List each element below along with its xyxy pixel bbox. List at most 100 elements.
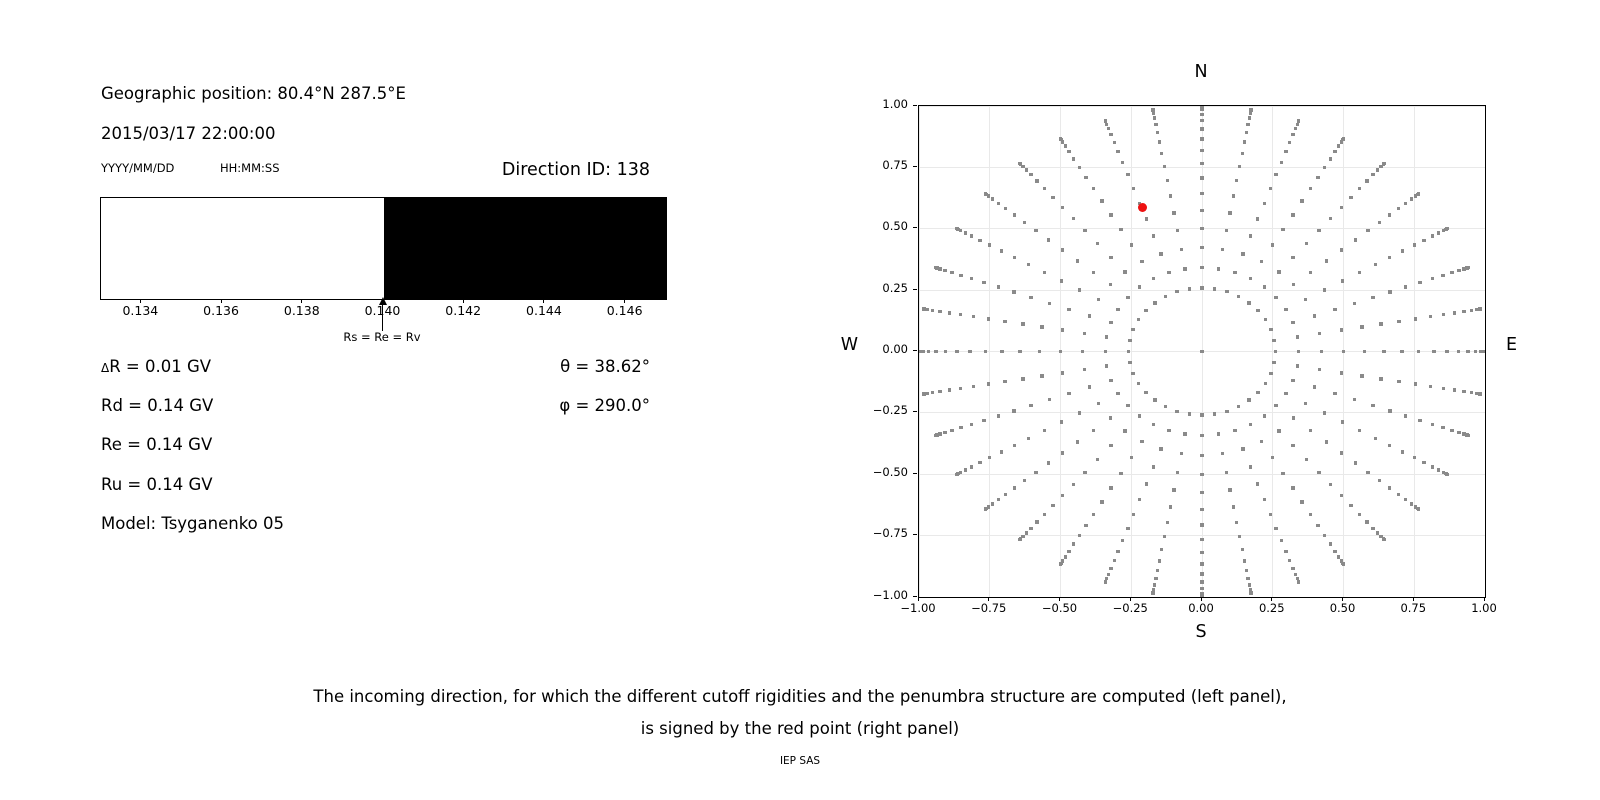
grid-dot <box>959 273 963 278</box>
grid-dot <box>1087 385 1092 389</box>
grid-dot <box>1483 349 1485 354</box>
grid-dot <box>1077 165 1082 170</box>
grid-dot <box>1291 133 1295 137</box>
grid-dot <box>1060 205 1065 210</box>
grid-dot <box>1388 486 1392 490</box>
grid-dot <box>1291 566 1295 570</box>
grid-dot <box>1159 252 1163 256</box>
grid-dot <box>1260 259 1264 264</box>
y-tick-mark <box>913 595 917 597</box>
allowed-region <box>101 198 384 299</box>
grid-dot <box>1106 572 1111 577</box>
grid-dot <box>1418 418 1422 422</box>
grid-dot <box>1336 144 1341 148</box>
grid-dot <box>1295 122 1299 126</box>
grid-dot <box>1200 537 1204 542</box>
grid-dot <box>1462 309 1466 314</box>
x-tick-label: 0.75 <box>1400 601 1427 615</box>
grid-dot <box>983 191 987 196</box>
credit-text: IEP SAS <box>779 755 821 767</box>
grid-dot <box>1401 450 1405 454</box>
grid-dot <box>978 461 982 465</box>
grid-dot <box>926 349 931 354</box>
grid-dot <box>1071 216 1076 221</box>
grid-dot <box>1012 255 1016 260</box>
grid-dot <box>1163 404 1168 409</box>
compass-label-west: W <box>840 335 858 355</box>
grid-dot <box>1072 157 1076 161</box>
grid-dot <box>1413 505 1418 509</box>
grid-dot <box>1304 457 1309 462</box>
grid-dot <box>1167 428 1171 433</box>
grid-dot <box>1000 349 1004 354</box>
grid-dot <box>1126 173 1130 177</box>
grid-dot <box>996 285 1000 289</box>
grid-dot <box>969 422 974 426</box>
grid-dot <box>1183 432 1187 436</box>
grid-dot <box>938 267 942 271</box>
grid-dot <box>1450 428 1454 433</box>
grid-dot <box>1246 576 1250 581</box>
grid-dot <box>1430 234 1434 238</box>
grid-dot <box>1151 277 1156 281</box>
grid-dot <box>1397 319 1401 324</box>
grid-dot <box>972 314 976 319</box>
grid-dot <box>1131 186 1136 191</box>
grid-dot <box>1339 205 1344 210</box>
grid-dot <box>1109 321 1113 325</box>
grid-dot <box>1157 559 1162 563</box>
grid-dot <box>1317 470 1321 475</box>
direction-id-label: Direction ID: 138 <box>501 160 650 180</box>
grid-dot <box>1138 414 1142 418</box>
y-tick-label: −0.50 <box>872 464 908 479</box>
grid-dot <box>1140 259 1144 264</box>
grid-dot <box>1293 572 1298 577</box>
grid-dot <box>1422 238 1426 242</box>
grid-dot <box>1328 542 1332 546</box>
grid-dot <box>1441 386 1446 391</box>
penumbra-chart <box>100 197 667 300</box>
x-tick-label: 0.25 <box>1258 601 1285 615</box>
grid-dot <box>1404 201 1408 205</box>
grid-dot <box>1339 559 1344 563</box>
grid-dot <box>1379 377 1383 381</box>
grid-dot <box>1340 420 1345 424</box>
grid-dot <box>1047 301 1052 306</box>
grid-dot <box>938 309 942 314</box>
grid-dot <box>1349 503 1353 508</box>
grid-dot <box>1200 586 1204 591</box>
compass-label-east: E <box>1506 335 1518 355</box>
grid-dot <box>1144 482 1149 486</box>
grid-dot <box>1291 321 1295 325</box>
grid-dot <box>1288 140 1292 145</box>
grid-dot <box>1060 493 1065 498</box>
grid-dot <box>1404 498 1408 502</box>
grid-dot <box>1063 144 1067 148</box>
grid-dot <box>947 311 952 315</box>
grid-dot <box>1018 349 1022 354</box>
grid-dot <box>1462 389 1466 394</box>
grid-dot <box>925 391 930 396</box>
grid-dot <box>1262 414 1266 418</box>
grid-dot <box>1466 349 1470 354</box>
grid-dot <box>1060 451 1065 455</box>
grid-dot <box>1328 216 1333 221</box>
grid-dot <box>1029 403 1033 408</box>
x-tick-mark <box>1271 597 1273 601</box>
grid-dot <box>1109 133 1113 137</box>
grid-dot <box>1324 259 1329 263</box>
grid-dot <box>1452 388 1457 392</box>
grid-dot <box>955 349 959 354</box>
grid-dot <box>1200 349 1204 354</box>
grid-dot <box>1123 270 1127 274</box>
grid-dot <box>1291 255 1295 260</box>
grid-dot <box>1100 500 1104 504</box>
grid-dot <box>1109 486 1113 490</box>
grid-dot <box>1371 403 1375 408</box>
grid-dot <box>1200 148 1204 153</box>
x-tick-mark <box>1200 597 1202 601</box>
penumbra-tick-mark <box>220 299 222 303</box>
grid-dot <box>1084 523 1088 528</box>
grid-dot <box>1281 227 1285 232</box>
grid-dot <box>1075 440 1080 444</box>
